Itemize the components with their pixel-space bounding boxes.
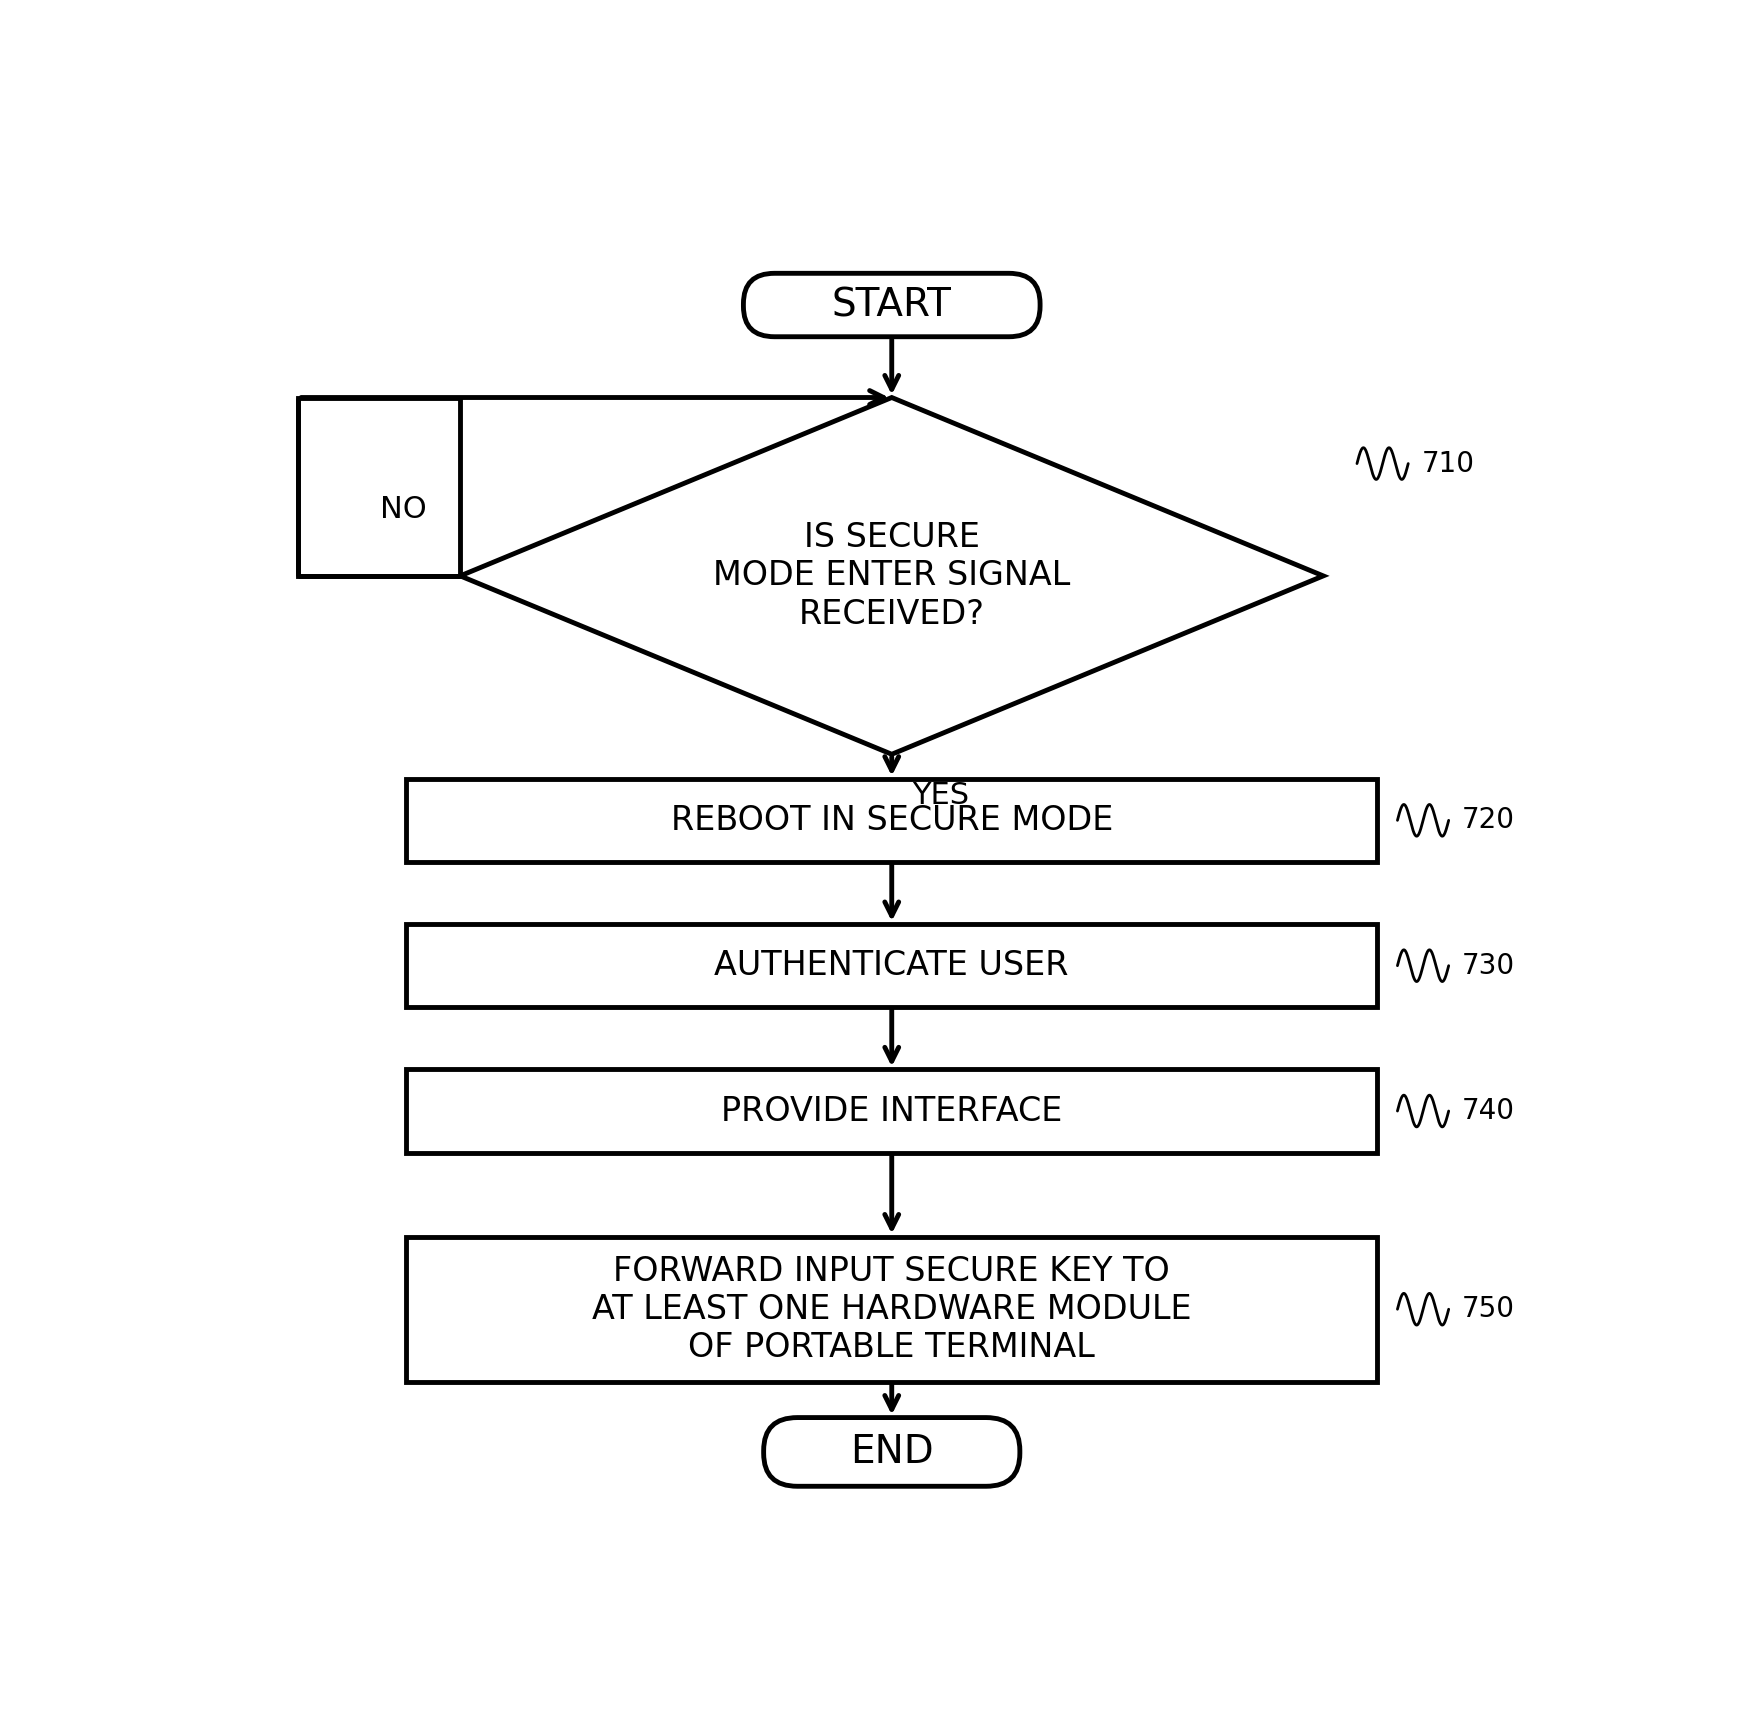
Text: FORWARD INPUT SECURE KEY TO
AT LEAST ONE HARDWARE MODULE
OF PORTABLE TERMINAL: FORWARD INPUT SECURE KEY TO AT LEAST ONE… bbox=[591, 1254, 1191, 1364]
Text: START: START bbox=[831, 287, 951, 324]
Text: 730: 730 bbox=[1461, 952, 1515, 980]
Text: END: END bbox=[849, 1433, 934, 1471]
Polygon shape bbox=[459, 398, 1323, 755]
Text: 720: 720 bbox=[1461, 807, 1515, 834]
Bar bbox=[407, 923, 1377, 1007]
Text: AUTHENTICATE USER: AUTHENTICATE USER bbox=[715, 949, 1068, 982]
Text: REBOOT IN SECURE MODE: REBOOT IN SECURE MODE bbox=[670, 803, 1113, 837]
Text: YES: YES bbox=[911, 781, 969, 810]
FancyBboxPatch shape bbox=[743, 273, 1040, 336]
Bar bbox=[407, 1237, 1377, 1381]
Text: 710: 710 bbox=[1421, 450, 1475, 477]
Text: NO: NO bbox=[379, 496, 426, 525]
Text: 750: 750 bbox=[1461, 1296, 1515, 1323]
Text: IS SECURE
MODE ENTER SIGNAL
RECEIVED?: IS SECURE MODE ENTER SIGNAL RECEIVED? bbox=[713, 522, 1069, 630]
Text: 740: 740 bbox=[1461, 1097, 1515, 1126]
Text: PROVIDE INTERFACE: PROVIDE INTERFACE bbox=[720, 1095, 1063, 1127]
Bar bbox=[407, 1069, 1377, 1153]
FancyBboxPatch shape bbox=[763, 1417, 1019, 1486]
Bar bbox=[407, 779, 1377, 861]
Bar bbox=[299, 398, 459, 577]
